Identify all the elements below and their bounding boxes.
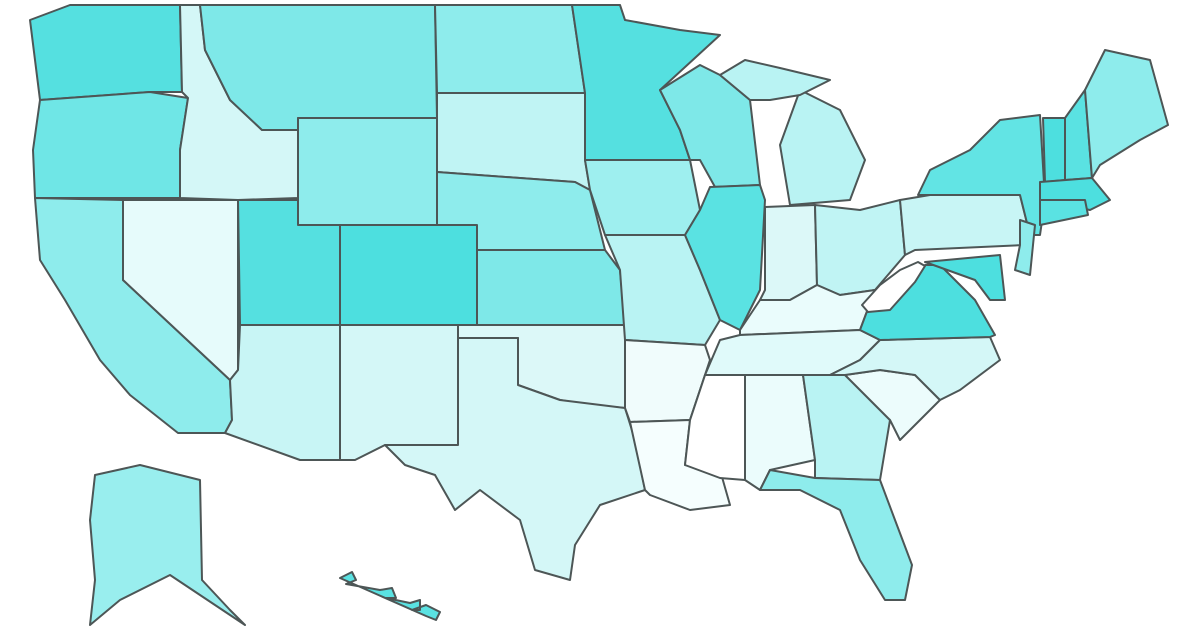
state-region (739, 284, 876, 336)
state-region (384, 337, 646, 581)
state-region (1039, 199, 1089, 226)
state-region (899, 194, 1031, 256)
state-region (759, 469, 913, 601)
state-region (89, 464, 246, 626)
state-region (779, 89, 866, 206)
state-region (584, 159, 701, 236)
state-region (339, 224, 478, 326)
state-region (1042, 117, 1066, 183)
state-region (476, 249, 626, 326)
state-region (759, 204, 818, 301)
state-region (297, 117, 438, 226)
state-region (684, 184, 766, 331)
state-region (1084, 49, 1169, 179)
state-region (719, 59, 831, 101)
state-region (434, 4, 586, 94)
state-region (339, 324, 459, 461)
state-region (924, 254, 1006, 301)
state-region (224, 324, 341, 461)
state-region (32, 91, 189, 199)
state-region (339, 571, 441, 621)
state-region (1014, 219, 1036, 276)
state-region (29, 4, 183, 101)
state-region (861, 261, 926, 313)
